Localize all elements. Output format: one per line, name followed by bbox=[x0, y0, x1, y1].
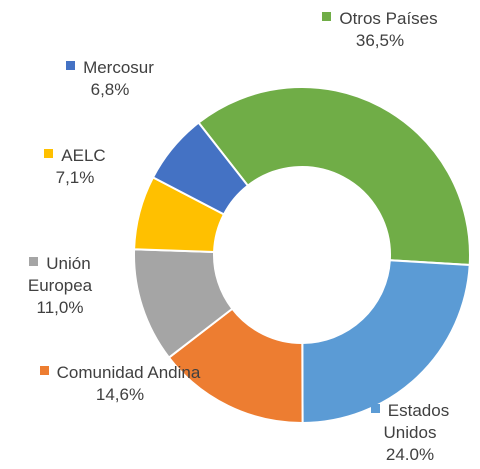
legend-marker bbox=[39, 366, 49, 375]
value-label: 14,6% bbox=[95, 385, 145, 404]
category-label: Mercosur bbox=[83, 58, 154, 77]
value-label: 6,8% bbox=[90, 80, 130, 99]
value-label: 7,1% bbox=[55, 168, 95, 187]
data-label: Estados Unidos 24.0% bbox=[345, 400, 475, 466]
value-label: 11,0% bbox=[36, 298, 84, 317]
category-label: Unión Europea bbox=[27, 254, 93, 295]
category-label: AELC bbox=[61, 146, 106, 165]
donut-segment bbox=[151, 121, 250, 216]
data-label: Mercosur 6,8% bbox=[40, 57, 180, 101]
legend-marker bbox=[370, 404, 380, 413]
category-label: Comunidad Andina bbox=[56, 363, 201, 382]
data-label: Unión Europea 11,0% bbox=[0, 253, 120, 319]
legend-marker bbox=[29, 257, 39, 266]
value-label: 24.0% bbox=[385, 445, 435, 464]
legend-marker bbox=[44, 149, 54, 158]
donut-segment bbox=[197, 86, 471, 267]
legend-marker bbox=[322, 12, 332, 21]
data-label: Comunidad Andina 14,6% bbox=[30, 362, 210, 406]
category-label: Estados Unidos bbox=[383, 401, 450, 442]
data-label: Otros Países 36,5% bbox=[300, 8, 460, 52]
donut-segment bbox=[301, 259, 471, 425]
data-label: AELC 7,1% bbox=[20, 145, 130, 189]
value-label: 36,5% bbox=[355, 31, 405, 50]
category-label: Otros Países bbox=[339, 9, 438, 28]
legend-marker bbox=[66, 61, 76, 70]
